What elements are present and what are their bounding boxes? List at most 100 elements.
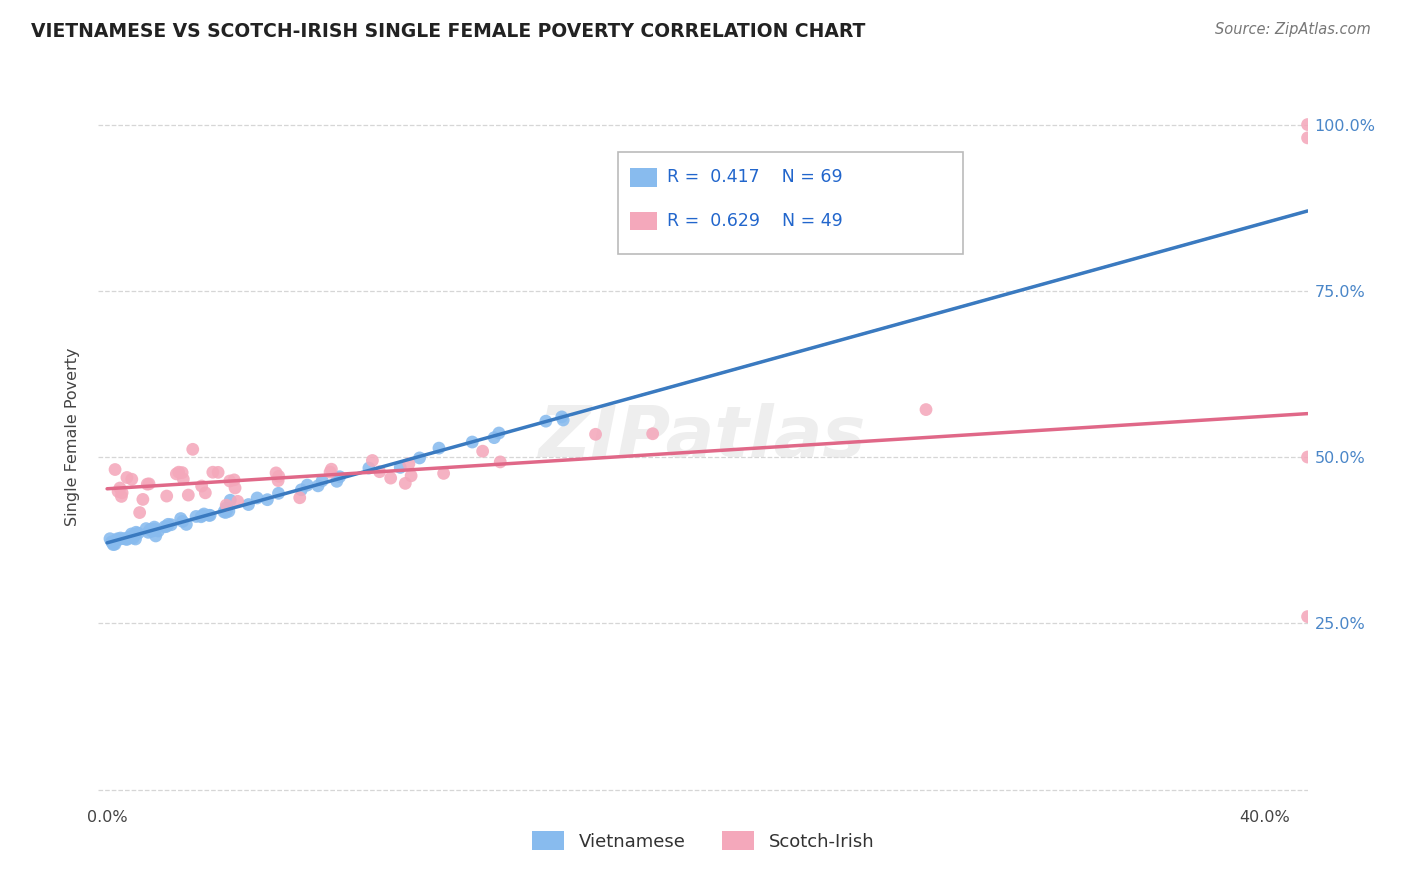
Point	[246, 491, 269, 505]
Point	[321, 462, 343, 476]
Point	[267, 486, 290, 500]
Point	[118, 530, 141, 544]
Text: R =  0.417    N = 69: R = 0.417 N = 69	[666, 169, 842, 186]
Point	[534, 414, 557, 428]
Point	[915, 402, 938, 417]
Point	[408, 450, 430, 465]
Point	[172, 472, 194, 486]
Point	[172, 515, 194, 529]
Point	[120, 527, 142, 541]
Point	[1296, 118, 1319, 132]
Point	[101, 536, 124, 550]
Point	[1296, 131, 1319, 145]
Point	[132, 492, 155, 507]
Point	[139, 523, 162, 537]
Point	[138, 476, 160, 491]
Point	[118, 531, 141, 545]
Point	[190, 509, 212, 524]
Point	[201, 465, 224, 479]
Point	[157, 517, 180, 532]
Point	[104, 533, 127, 548]
Point	[190, 479, 212, 493]
Point	[156, 489, 179, 503]
Point	[104, 462, 127, 476]
Point	[380, 471, 402, 485]
Point	[115, 470, 138, 484]
Legend: Vietnamese, Scotch-Irish: Vietnamese, Scotch-Irish	[526, 825, 880, 856]
Point	[264, 466, 287, 480]
Point	[193, 507, 215, 521]
Point	[184, 509, 207, 524]
Point	[141, 524, 163, 539]
Point	[461, 435, 484, 450]
Point	[198, 508, 221, 523]
Point	[145, 529, 167, 543]
Point	[1296, 609, 1319, 624]
Point	[194, 485, 217, 500]
FancyBboxPatch shape	[619, 152, 963, 254]
Point	[121, 472, 143, 486]
Point	[433, 467, 456, 481]
Point	[103, 538, 125, 552]
Point	[290, 483, 312, 497]
Point	[368, 465, 391, 479]
Point	[471, 444, 494, 458]
Point	[110, 531, 132, 545]
Point	[98, 532, 121, 546]
Point	[267, 474, 290, 488]
Point	[357, 461, 380, 475]
Point	[389, 460, 412, 475]
Point	[288, 491, 311, 505]
Point	[105, 532, 128, 546]
Point	[148, 524, 170, 538]
Point	[112, 532, 135, 546]
Point	[167, 465, 190, 479]
Point	[153, 520, 176, 534]
Point	[307, 479, 329, 493]
Point	[641, 426, 664, 441]
Point	[176, 517, 198, 532]
Point	[207, 466, 229, 480]
Bar	[630, 212, 657, 230]
Point	[107, 484, 129, 499]
Point	[212, 505, 235, 519]
Point	[181, 442, 204, 457]
Point	[256, 492, 278, 507]
Point	[143, 522, 166, 536]
Text: Source: ZipAtlas.com: Source: ZipAtlas.com	[1215, 22, 1371, 37]
Point	[191, 508, 214, 523]
Point	[177, 488, 200, 502]
Text: ZIPatlas: ZIPatlas	[540, 402, 866, 472]
Text: VIETNAMESE VS SCOTCH-IRISH SINGLE FEMALE POVERTY CORRELATION CHART: VIETNAMESE VS SCOTCH-IRISH SINGLE FEMALE…	[31, 22, 865, 41]
Point	[482, 431, 505, 445]
Point	[215, 498, 238, 512]
Point	[172, 466, 194, 480]
Point	[361, 453, 384, 467]
Text: R =  0.629    N = 49: R = 0.629 N = 49	[666, 212, 842, 230]
Point	[215, 501, 238, 516]
Point	[394, 476, 416, 491]
Point	[399, 468, 422, 483]
Y-axis label: Single Female Poverty: Single Female Poverty	[65, 348, 80, 526]
Point	[136, 477, 159, 491]
Point	[326, 475, 349, 489]
Point	[427, 441, 450, 455]
Bar	[630, 169, 657, 186]
Point	[115, 533, 138, 547]
Point	[226, 494, 249, 508]
Point	[553, 413, 575, 427]
Point	[100, 535, 122, 549]
Point	[329, 469, 352, 483]
Point	[127, 526, 149, 541]
Point	[128, 506, 150, 520]
Point	[165, 467, 187, 481]
Point	[218, 504, 240, 518]
Point	[224, 473, 246, 487]
Point	[398, 457, 420, 471]
Point	[104, 537, 127, 551]
Point	[311, 474, 333, 488]
Point	[215, 503, 238, 517]
Point	[488, 425, 510, 440]
Point	[585, 427, 607, 442]
Point	[218, 474, 240, 488]
